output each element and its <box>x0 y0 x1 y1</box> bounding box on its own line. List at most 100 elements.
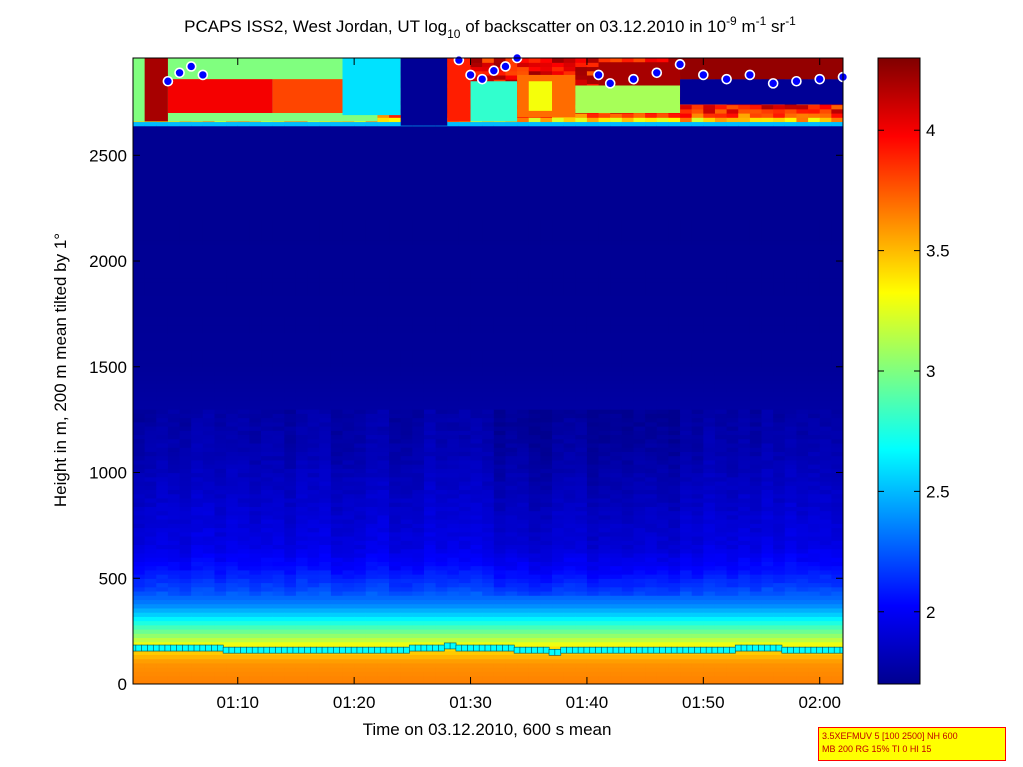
heatmap-cell <box>144 565 157 571</box>
heatmap-cell <box>261 151 274 156</box>
heatmap-cell <box>237 358 250 364</box>
heatmap-cell <box>400 227 413 233</box>
heatmap-cell <box>307 400 320 406</box>
heatmap-cell <box>167 303 181 309</box>
heatmap-cell <box>493 637 507 643</box>
heatmap-cell <box>261 307 274 313</box>
heatmap-cell <box>307 404 320 410</box>
heatmap-cell <box>284 324 297 330</box>
heatmap-cell <box>284 620 297 626</box>
heatmap-cell <box>458 459 472 465</box>
heatmap-cell <box>319 294 332 300</box>
heatmap-cell <box>295 595 309 601</box>
heatmap-cell <box>133 434 146 440</box>
heatmap-cell <box>202 552 216 558</box>
heatmap-cell <box>517 244 530 249</box>
heatmap-cell <box>412 569 425 575</box>
heatmap-cell <box>191 679 204 684</box>
heatmap-cell <box>342 607 355 613</box>
heatmap-cell <box>133 210 146 216</box>
heatmap-cell <box>249 256 262 262</box>
heatmap-cell <box>237 624 250 630</box>
heatmap-cell <box>144 172 157 178</box>
heatmap-cell <box>167 569 181 575</box>
heatmap-cell <box>272 193 285 199</box>
heatmap-cell <box>447 413 460 419</box>
heatmap-cell <box>505 129 518 135</box>
heatmap-cell <box>412 282 425 288</box>
heatmap-cell <box>179 603 192 609</box>
heatmap-cell <box>377 574 390 579</box>
heatmap-cell <box>202 438 216 444</box>
heatmap-cell <box>284 163 297 169</box>
heatmap-cell <box>482 269 495 275</box>
heatmap-cell <box>330 294 344 300</box>
heatmap-cell <box>295 510 309 516</box>
heatmap-cell <box>330 535 344 541</box>
heatmap-cell <box>389 320 402 326</box>
heatmap-cell <box>284 561 297 567</box>
heatmap-cell <box>284 379 297 385</box>
heatmap-cell <box>249 531 262 537</box>
heatmap-cell <box>202 489 216 495</box>
heatmap-cell <box>237 476 250 482</box>
heatmap-cell <box>295 535 309 541</box>
heatmap-cell <box>226 641 239 647</box>
heatmap-cell <box>133 320 146 326</box>
heatmap-cell <box>144 324 157 330</box>
heatmap-cell <box>133 574 146 579</box>
heatmap-cell <box>447 624 460 630</box>
heatmap-cell <box>237 447 250 452</box>
heatmap-cell <box>261 206 274 211</box>
heatmap-cell <box>272 324 285 330</box>
heatmap-cell <box>423 184 437 190</box>
heatmap-cell <box>202 616 216 622</box>
heatmap-cell <box>179 447 192 452</box>
heatmap-cell <box>167 371 181 376</box>
heatmap-cell <box>295 375 309 381</box>
heatmap-cell <box>307 184 320 190</box>
heatmap-cell <box>377 489 390 495</box>
heatmap-cell <box>191 476 204 482</box>
heatmap-cell <box>505 476 518 482</box>
heatmap-cell <box>505 290 518 296</box>
heatmap-cell <box>226 231 239 237</box>
heatmap-cell <box>319 447 332 452</box>
heatmap-cell <box>272 480 285 486</box>
heatmap-cell <box>482 413 495 419</box>
heatmap-cell <box>482 535 495 541</box>
heatmap-cell <box>156 163 169 169</box>
heatmap-cell <box>202 180 216 186</box>
heatmap-cell <box>319 252 332 258</box>
heatmap-cell <box>191 349 204 355</box>
heatmap-cell <box>365 641 379 647</box>
heatmap-cell <box>458 519 472 524</box>
heatmap-cell <box>435 379 448 385</box>
heatmap-cell <box>307 201 320 207</box>
heatmap-cell <box>389 252 402 258</box>
heatmap-cell <box>377 117 390 123</box>
heatmap-cell <box>423 637 437 643</box>
heatmap-cell <box>214 129 227 135</box>
heatmap-cell <box>482 612 495 617</box>
heatmap-cell <box>249 277 262 283</box>
heatmap-cell <box>470 464 483 469</box>
heatmap-cell <box>423 480 437 486</box>
heatmap-cell <box>458 557 472 562</box>
heatmap-cell <box>377 307 390 313</box>
heatmap-cell <box>307 569 320 575</box>
heatmap-cell <box>156 189 169 194</box>
heatmap-cell <box>458 282 472 288</box>
heatmap-cell <box>354 189 367 194</box>
heatmap-cell <box>342 506 355 512</box>
heatmap-cell <box>423 362 437 368</box>
heatmap-cell <box>493 231 507 237</box>
heatmap-cell <box>167 679 181 684</box>
heatmap-cell <box>249 231 262 237</box>
heatmap-cell <box>214 464 227 469</box>
heatmap-cell <box>365 442 379 448</box>
heatmap-cell <box>330 210 344 216</box>
heatmap-cell <box>319 366 332 372</box>
heatmap-cell <box>435 176 448 182</box>
heatmap-cell <box>412 299 425 304</box>
